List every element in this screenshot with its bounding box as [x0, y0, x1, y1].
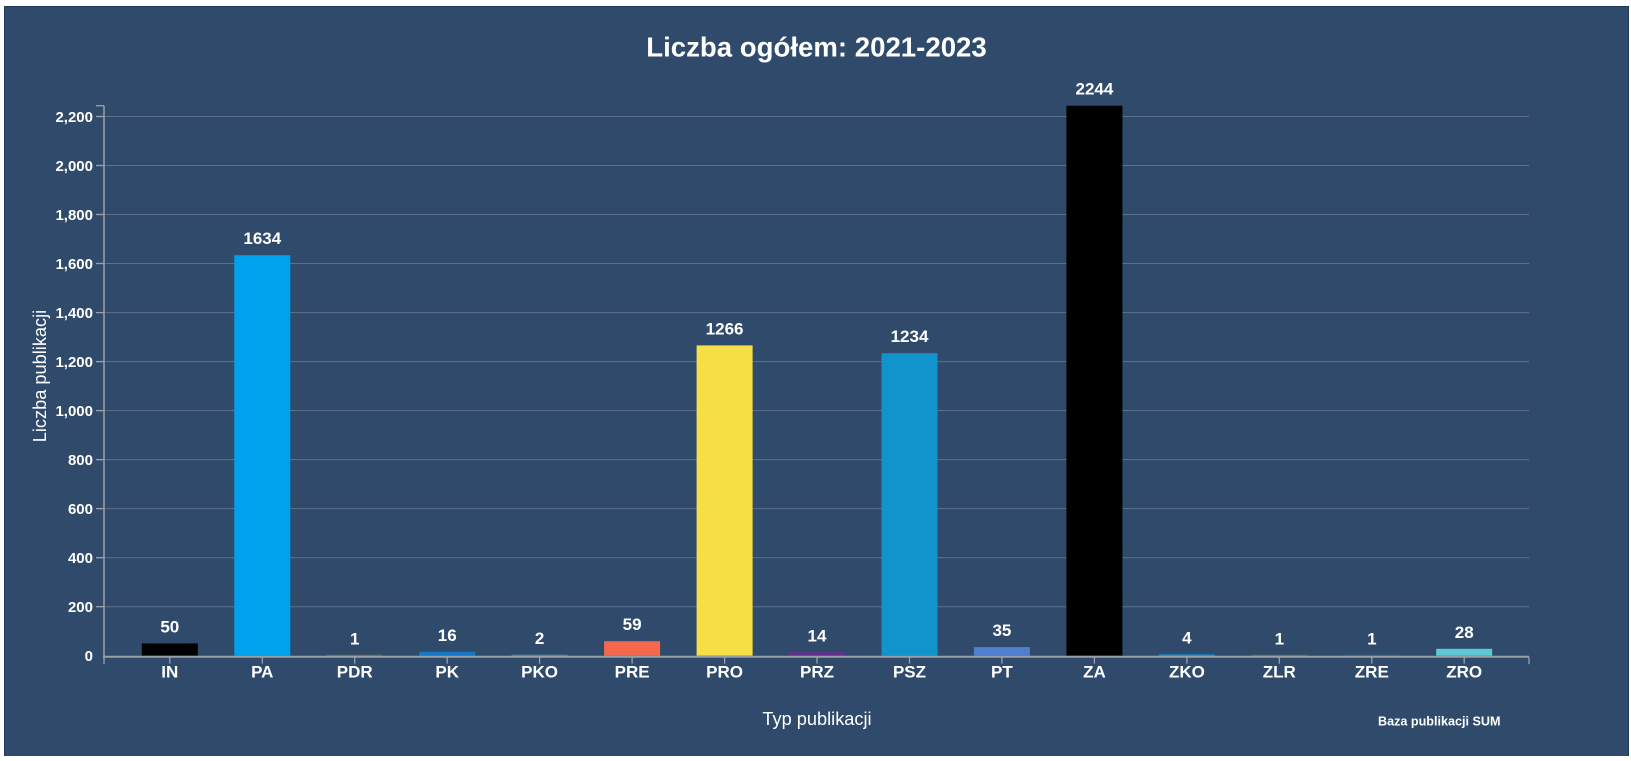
svg-text:28: 28 — [1455, 623, 1474, 642]
svg-text:600: 600 — [68, 501, 93, 518]
svg-text:ZA: ZA — [1083, 663, 1106, 682]
svg-text:800: 800 — [68, 452, 93, 469]
svg-text:1266: 1266 — [706, 319, 744, 338]
svg-text:PA: PA — [251, 663, 273, 682]
svg-text:ZLR: ZLR — [1263, 663, 1296, 682]
svg-text:1634: 1634 — [243, 229, 281, 248]
svg-text:1: 1 — [1275, 630, 1284, 649]
svg-text:400: 400 — [68, 550, 93, 567]
svg-text:2244: 2244 — [1075, 80, 1113, 99]
svg-text:PK: PK — [435, 663, 459, 682]
svg-text:ZRO: ZRO — [1446, 663, 1482, 682]
svg-text:4: 4 — [1182, 629, 1192, 648]
svg-text:PSZ: PSZ — [893, 663, 926, 682]
svg-text:16: 16 — [438, 626, 457, 645]
svg-text:0: 0 — [85, 648, 93, 665]
svg-text:ZRE: ZRE — [1355, 663, 1389, 682]
svg-text:2,000: 2,000 — [55, 158, 93, 175]
svg-text:1234: 1234 — [891, 327, 929, 346]
svg-text:PRE: PRE — [615, 663, 650, 682]
svg-text:PRZ: PRZ — [800, 663, 834, 682]
svg-text:50: 50 — [160, 617, 179, 636]
svg-text:Liczba ogółem: 2021-2023: Liczba ogółem: 2021-2023 — [646, 31, 986, 62]
svg-text:35: 35 — [992, 621, 1011, 640]
svg-text:PKO: PKO — [521, 663, 558, 682]
svg-text:ZKO: ZKO — [1169, 663, 1205, 682]
svg-text:2,200: 2,200 — [55, 109, 93, 126]
svg-text:PDR: PDR — [337, 663, 373, 682]
svg-text:1,400: 1,400 — [55, 305, 93, 322]
svg-text:59: 59 — [623, 615, 642, 634]
svg-text:2: 2 — [535, 629, 544, 648]
svg-text:200: 200 — [68, 599, 93, 616]
svg-text:1,200: 1,200 — [55, 354, 93, 371]
svg-text:1,600: 1,600 — [55, 256, 93, 273]
svg-text:1,000: 1,000 — [55, 403, 93, 420]
svg-text:14: 14 — [808, 626, 827, 645]
svg-text:1,800: 1,800 — [55, 207, 93, 224]
svg-text:1: 1 — [1367, 630, 1376, 649]
svg-text:IN: IN — [161, 663, 178, 682]
svg-text:Typ publikacji: Typ publikacji — [762, 709, 871, 729]
svg-text:1: 1 — [350, 630, 359, 649]
svg-text:PT: PT — [991, 663, 1013, 682]
svg-text:PRO: PRO — [706, 663, 743, 682]
svg-text:Baza publikacji SUM: Baza publikacji SUM — [1378, 715, 1500, 729]
svg-text:Liczba publikacji: Liczba publikacji — [30, 310, 50, 442]
